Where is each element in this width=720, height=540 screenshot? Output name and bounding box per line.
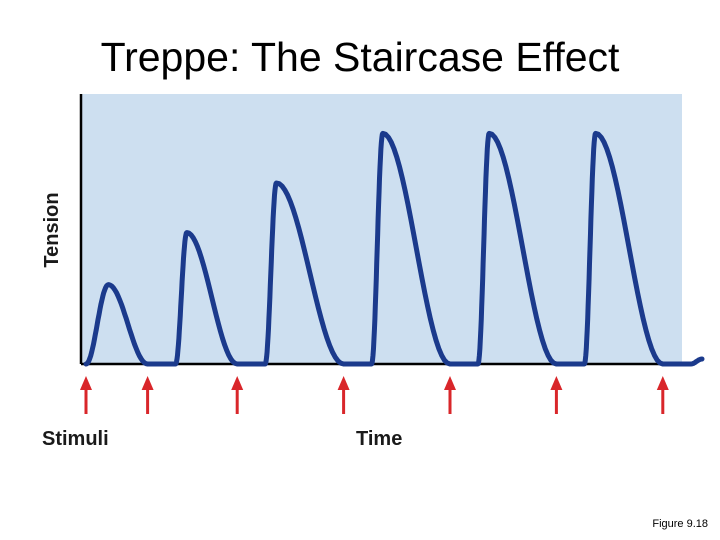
stimulus-arrows (80, 376, 669, 414)
stimulus-arrow (550, 376, 563, 414)
tension-curve (83, 130, 705, 367)
stimulus-arrow (141, 376, 154, 414)
stimulus-arrow (656, 376, 669, 414)
stimulus-arrow (444, 376, 456, 414)
stimulus-arrow (231, 376, 244, 414)
chart-title: Treppe: The Staircase Effect (100, 34, 620, 80)
stimulus-arrow (80, 376, 92, 414)
x-axis-label: Time (356, 428, 402, 450)
stimulus-arrow (337, 376, 350, 414)
stimuli-label: Stimuli (42, 428, 109, 450)
figure-caption: Figure 9.18 (652, 518, 708, 530)
y-axis-label: Tension (41, 192, 63, 267)
